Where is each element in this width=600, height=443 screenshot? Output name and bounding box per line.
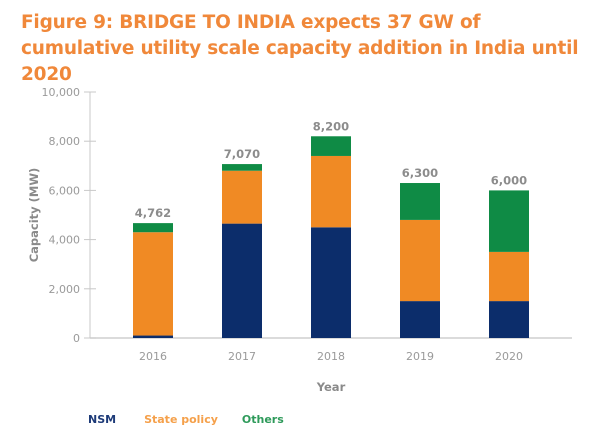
x-tick-label: 2020 bbox=[495, 350, 523, 363]
bar-segment-others bbox=[222, 164, 262, 171]
y-tick-label: 8,000 bbox=[49, 135, 81, 148]
total-label: 4,762 bbox=[135, 206, 171, 220]
bar-segment-nsm bbox=[133, 335, 173, 338]
bar-segment-nsm bbox=[222, 223, 262, 338]
x-tick-label: 2018 bbox=[317, 350, 345, 363]
bar-segment-others bbox=[311, 136, 351, 156]
legend: NSM State policy Others bbox=[88, 413, 284, 426]
bar-segment-state-policy bbox=[222, 170, 262, 224]
total-label: 7,070 bbox=[224, 147, 260, 161]
total-label: 6,000 bbox=[491, 173, 527, 187]
bar-segment-nsm bbox=[489, 301, 529, 338]
total-label: 6,300 bbox=[402, 166, 438, 180]
bar-segment-state-policy bbox=[489, 251, 529, 302]
bar-segment-others bbox=[400, 183, 440, 220]
x-tick-label: 2016 bbox=[139, 350, 167, 363]
x-tick-label: 2017 bbox=[228, 350, 256, 363]
bar-segment-state-policy bbox=[311, 155, 351, 228]
y-tick-label: 0 bbox=[73, 332, 80, 345]
total-label: 8,200 bbox=[313, 119, 349, 133]
bar-segment-others bbox=[133, 223, 173, 233]
legend-item-state-policy: State policy bbox=[144, 413, 218, 426]
bar-segment-state-policy bbox=[400, 219, 440, 302]
y-tick-label: 6,000 bbox=[49, 184, 81, 197]
bar-segment-nsm bbox=[311, 227, 351, 338]
bar-segment-others bbox=[489, 190, 529, 252]
x-tick-label: 2019 bbox=[406, 350, 434, 363]
legend-item-nsm: NSM bbox=[88, 413, 117, 426]
legend-item-others: Others bbox=[241, 413, 284, 426]
bar-segment-state-policy bbox=[133, 232, 173, 336]
chart-title: Figure 9: BRIDGE TO INDIA expects 37 GW … bbox=[21, 12, 579, 85]
y-tick-label: 4,000 bbox=[49, 234, 81, 247]
y-axis-title: Capacity (MW) bbox=[27, 168, 41, 263]
y-tick-label: 2,000 bbox=[49, 283, 81, 296]
y-tick-label: 10,000 bbox=[42, 86, 81, 99]
x-axis-title: Year bbox=[316, 380, 346, 394]
bar-segment-nsm bbox=[400, 301, 440, 338]
